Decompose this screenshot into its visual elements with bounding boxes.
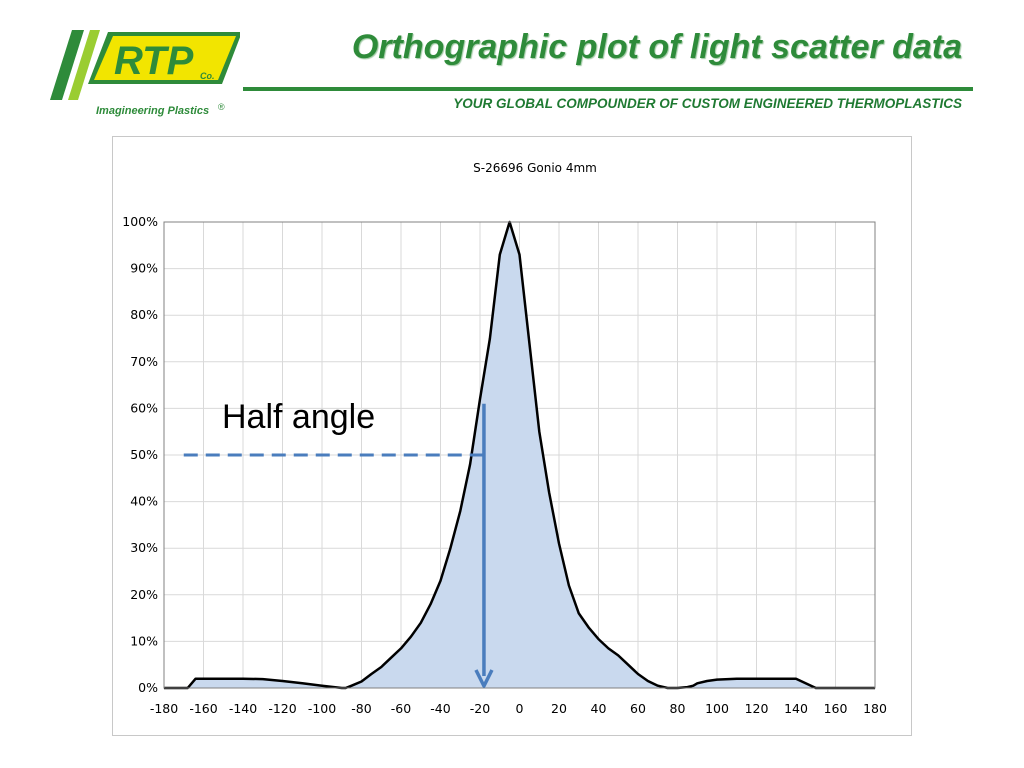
x-tick-label: -40	[430, 701, 450, 716]
y-tick-label: 0%	[138, 680, 158, 695]
logo-stripe-lime	[68, 30, 100, 100]
logo-subtitle: Imagineering Plastics	[96, 105, 209, 117]
logo-stripe-green	[50, 30, 84, 100]
logo-text: RTP	[114, 39, 194, 83]
logo-box-inner	[94, 36, 236, 80]
x-tick-label: -100	[308, 701, 336, 716]
y-tick-label: 30%	[130, 540, 158, 555]
x-axis: -180 -160 -140 -120 -100 -80 -60 -40 -20 0 20 40 60 8…	[150, 701, 887, 716]
x-tick-label: -20	[470, 701, 490, 716]
x-tick-label: 20	[551, 701, 567, 716]
chart-title: S-26696 Gonio 4mm	[473, 161, 597, 175]
y-tick-label: 10%	[130, 633, 158, 648]
y-tick-label: 40%	[130, 494, 158, 509]
y-tick-label: 20%	[130, 587, 158, 602]
rtp-logo: RTP Co. Imagineering Plastics ®	[50, 30, 240, 117]
x-tick-label: -160	[189, 701, 217, 716]
tagline: YOUR GLOBAL COMPOUNDER OF CUSTOM ENGINEE…	[453, 96, 962, 111]
plot-border	[163, 221, 876, 689]
x-tick-label: -140	[229, 701, 257, 716]
x-tick-label: -180	[150, 701, 178, 716]
y-tick-label: 50%	[130, 447, 158, 462]
logo-co: Co.	[200, 71, 215, 81]
half-angle-label: Half angle	[222, 398, 375, 436]
y-tick-label: 100%	[122, 214, 158, 229]
x-tick-label: -80	[351, 701, 371, 716]
y-tick-label: 70%	[130, 354, 158, 369]
x-tick-label: -120	[268, 701, 296, 716]
y-tick-label: 80%	[130, 307, 158, 322]
x-tick-label: -60	[391, 701, 411, 716]
logo-registered-mark: ®	[218, 102, 225, 112]
x-tick-label: 80	[670, 701, 686, 716]
x-tick-label: 120	[745, 701, 769, 716]
half-angle-arrow-head	[474, 669, 494, 688]
y-tick-label: 60%	[130, 400, 158, 415]
x-tick-label: 60	[630, 701, 646, 716]
slide-title: Orthographic plot of light scatter data	[351, 28, 962, 66]
half-angle-annotation: Half angle	[183, 398, 494, 688]
header-rule	[243, 87, 973, 91]
y-tick-label: 90%	[130, 261, 158, 276]
scatter-chart: S-26696 Gonio 4mm 0% 10% 20% 30% 40% 50% 60% 70…	[122, 161, 887, 716]
x-tick-label: 140	[784, 701, 808, 716]
x-tick-label: 160	[824, 701, 848, 716]
x-tick-label: 180	[863, 701, 887, 716]
y-axis: 0% 10% 20% 30% 40% 50% 60% 70% 80% 90% 100%	[122, 214, 158, 695]
x-tick-label: 100	[705, 701, 729, 716]
scatter-area	[164, 222, 875, 688]
x-tick-label: 0	[516, 701, 524, 716]
x-tick-label: 40	[591, 701, 607, 716]
